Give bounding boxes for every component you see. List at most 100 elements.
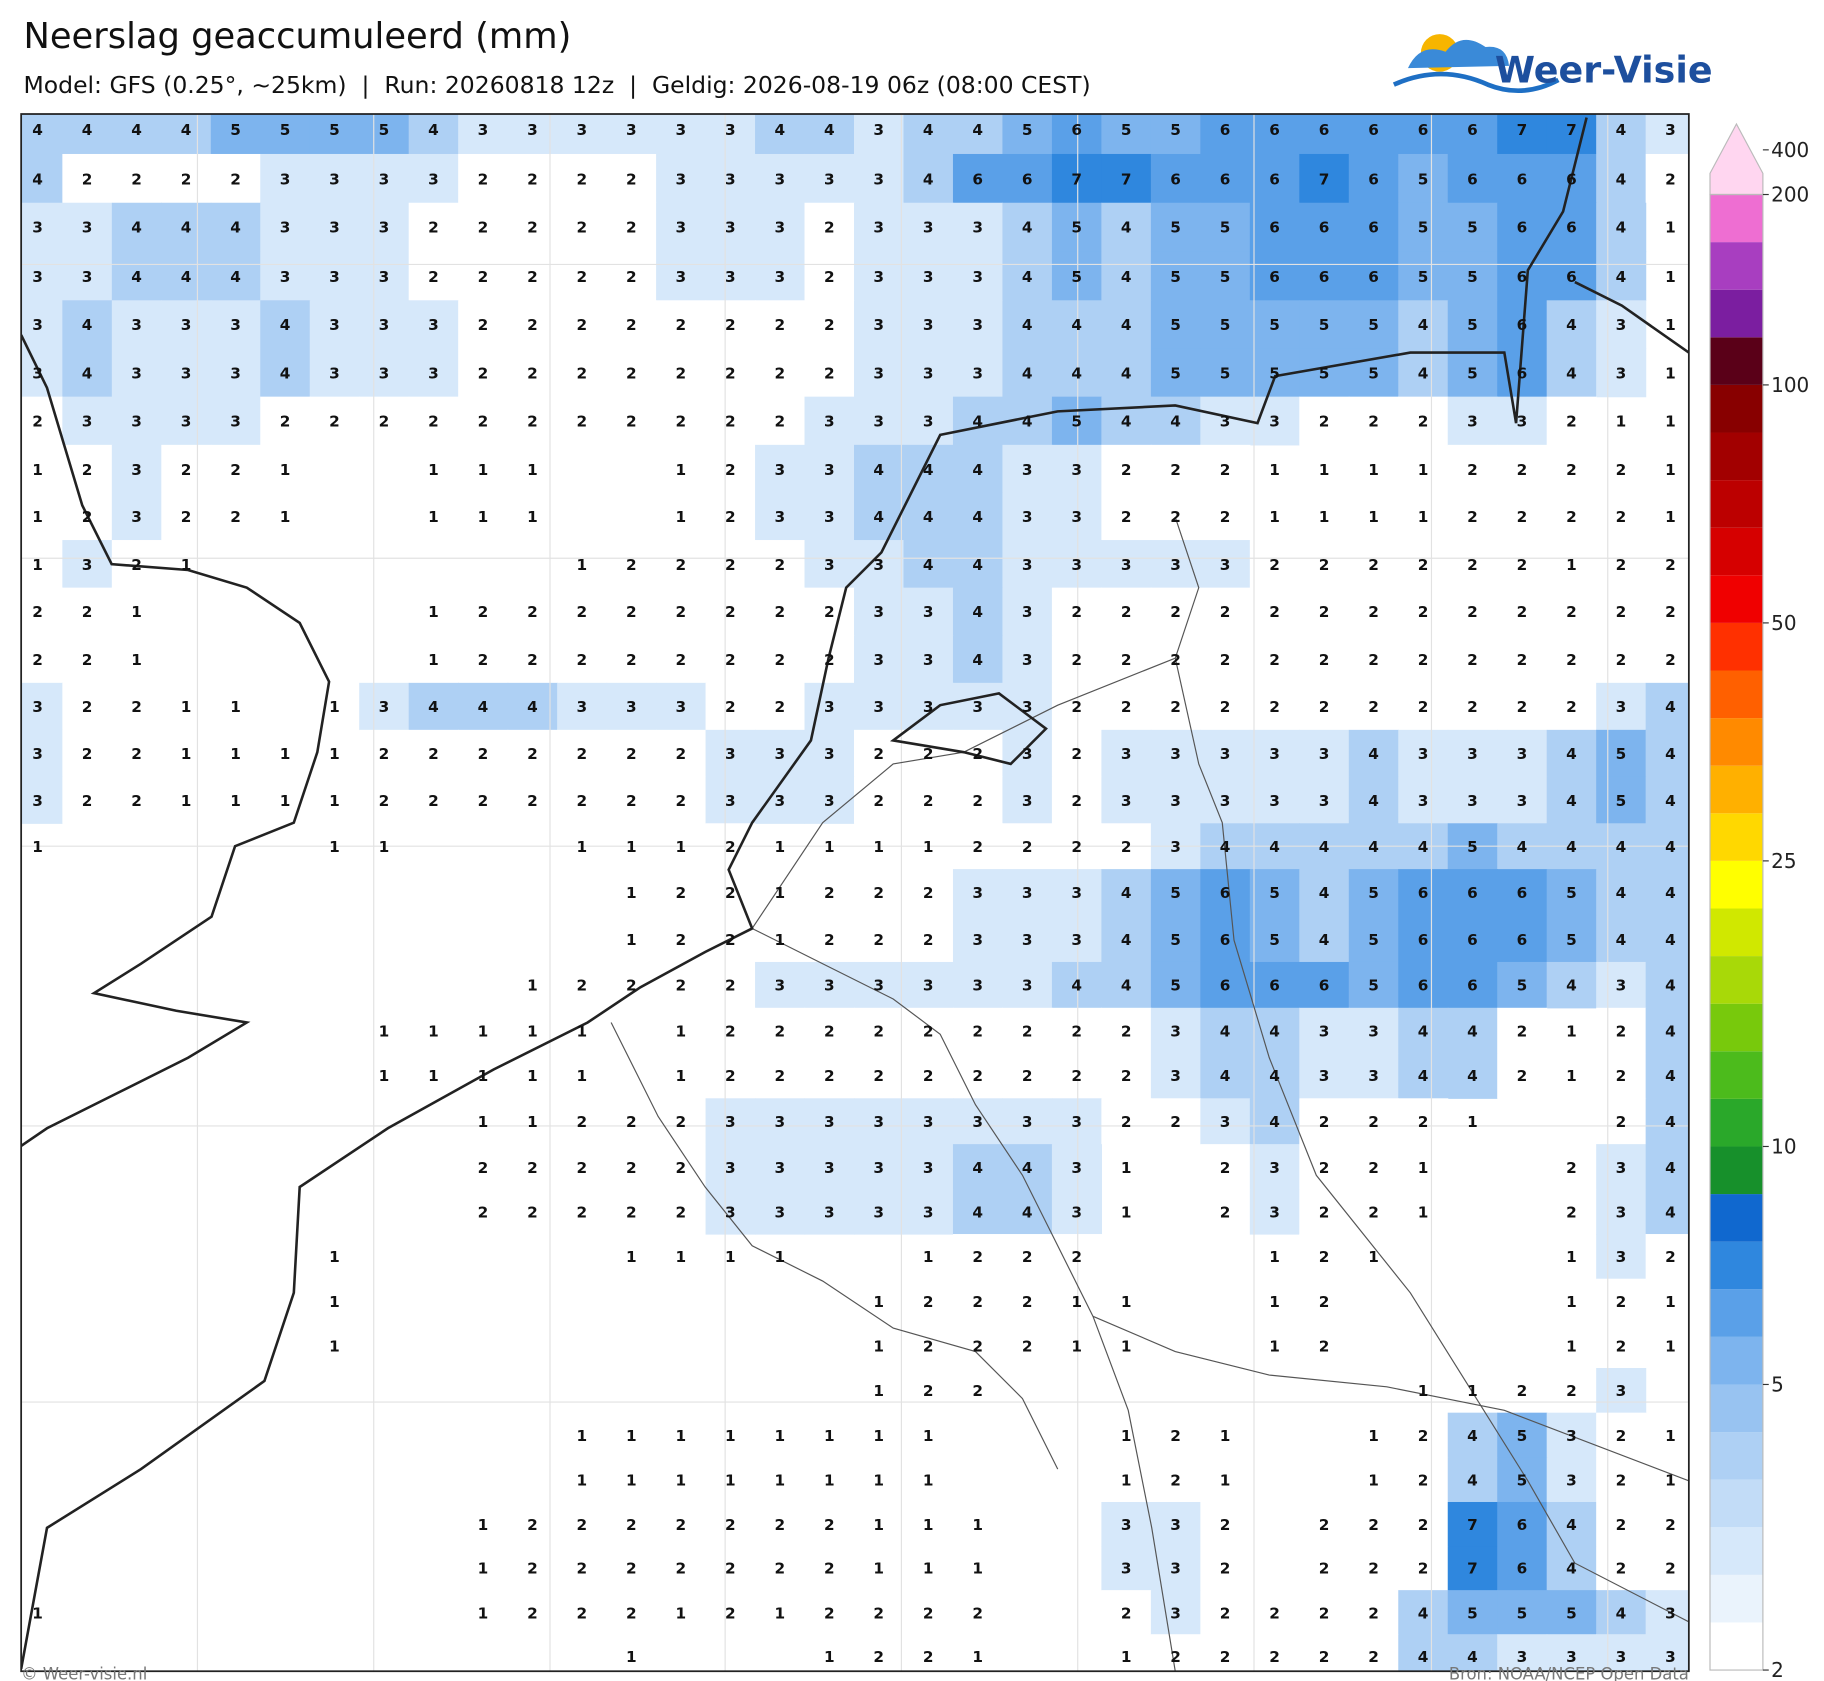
precip-value: 3 — [1071, 1159, 1082, 1177]
precip-cell — [1398, 869, 1449, 917]
precip-cell — [606, 251, 657, 301]
precip-value: 1 — [1121, 1338, 1132, 1356]
precip-cell — [854, 776, 905, 824]
precip-value: 2 — [1368, 1604, 1379, 1622]
precip-cell — [1200, 540, 1251, 589]
precip-value: 7 — [1517, 121, 1528, 139]
precip-cell — [1002, 635, 1053, 684]
precip-value: 2 — [131, 745, 142, 763]
precip-value: 2 — [577, 977, 588, 995]
precip-value: 3 — [131, 316, 142, 334]
precip-cell — [111, 251, 162, 301]
precip-cell — [903, 153, 954, 204]
precip-value: 1 — [230, 698, 241, 716]
precip-cell — [1002, 682, 1053, 731]
precip-cell — [309, 348, 360, 398]
precip-value: 2 — [527, 651, 538, 669]
precip-cell — [557, 729, 608, 778]
precip-value: 2 — [923, 931, 934, 949]
precip-value: 6 — [1319, 121, 1330, 139]
precip-cell — [62, 587, 113, 636]
precip-value: 2 — [1368, 1159, 1379, 1177]
precip-value: 2 — [824, 364, 835, 382]
precip-value: 3 — [774, 268, 785, 286]
precip-cell — [1051, 729, 1102, 778]
precip-value: 3 — [824, 508, 835, 526]
precip-cell — [1002, 444, 1053, 494]
precip-value: 2 — [527, 171, 538, 189]
precip-cell — [507, 1590, 558, 1635]
precip-cell — [1546, 444, 1597, 494]
precip-cell — [1101, 682, 1152, 731]
precip-cell — [408, 729, 459, 778]
precip-cell — [1002, 1007, 1053, 1054]
precip-cell — [1645, 540, 1689, 589]
shading-layer — [21, 114, 1689, 1672]
precip-cell — [1398, 1457, 1449, 1503]
precip-value: 2 — [1368, 1516, 1379, 1534]
precip-value: 3 — [1022, 884, 1033, 902]
precip-value: 5 — [1418, 219, 1429, 237]
precip-value: 3 — [181, 316, 192, 334]
precip-cell — [705, 635, 756, 684]
precip-value: 2 — [824, 1067, 835, 1085]
precip-cell — [1051, 587, 1102, 636]
precip-cell — [606, 1501, 657, 1547]
precip-value: 1 — [478, 508, 489, 526]
precip-value: 2 — [1616, 1472, 1627, 1490]
precip-cell — [1645, 1053, 1689, 1099]
precip-value: 3 — [1616, 1382, 1627, 1400]
precip-value: 3 — [478, 121, 489, 139]
precip-value: 2 — [1170, 461, 1181, 479]
precip-value: 3 — [1170, 1067, 1181, 1085]
precip-value: 3 — [1616, 316, 1627, 334]
precip-value: 4 — [1616, 121, 1627, 139]
precip-cell — [1497, 1053, 1548, 1099]
precip-value: 3 — [1616, 1204, 1627, 1222]
precip-cell — [656, 1098, 707, 1145]
precip-value: 6 — [1418, 121, 1429, 139]
precip-cell — [1447, 1546, 1498, 1591]
precip-value: 1 — [824, 1472, 835, 1490]
precip-value: 2 — [1220, 1560, 1231, 1578]
precip-cell — [1348, 396, 1399, 446]
precip-cell — [804, 1098, 855, 1145]
precip-value: 6 — [1220, 171, 1231, 189]
precip-value: 2 — [1071, 651, 1082, 669]
precip-cell — [903, 1323, 954, 1369]
precip-cell — [309, 251, 360, 301]
precip-value: 3 — [1022, 556, 1033, 574]
precip-cell — [1249, 1053, 1300, 1099]
precip-value: 4 — [1022, 364, 1033, 382]
precip-value: 2 — [1071, 1023, 1082, 1041]
precip-cell — [854, 587, 905, 636]
precip-value: 3 — [774, 1113, 785, 1131]
precip-value: 4 — [972, 556, 983, 574]
precip-value: 4 — [1566, 364, 1577, 382]
precip-value: 1 — [1269, 1248, 1280, 1266]
precip-value: 2 — [774, 1560, 785, 1578]
precip-value: 6 — [1418, 977, 1429, 995]
precip-cell — [1596, 153, 1647, 204]
colorbar-segment — [1710, 622, 1763, 671]
precip-cell — [1546, 587, 1597, 636]
colorbar-segment — [1710, 860, 1763, 909]
precip-cell — [1299, 869, 1350, 917]
precip-value: 2 — [1517, 1382, 1528, 1400]
precip-value: 4 — [1616, 171, 1627, 189]
precip-value: 6 — [1220, 884, 1231, 902]
precip-value: 1 — [972, 1560, 983, 1578]
precip-cell — [1645, 1007, 1689, 1054]
precip-cell — [21, 153, 63, 204]
precip-cell — [804, 961, 855, 1009]
precip-value: 2 — [1121, 508, 1132, 526]
precip-cell — [1447, 300, 1498, 350]
precip-value: 3 — [1269, 792, 1280, 810]
precip-cell — [952, 251, 1004, 301]
precip-cell — [21, 635, 63, 684]
precip-value: 3 — [1170, 1516, 1181, 1534]
precip-value: 5 — [1170, 268, 1181, 286]
precip-cell — [1299, 1323, 1350, 1369]
precip-value: 4 — [1665, 1113, 1676, 1131]
